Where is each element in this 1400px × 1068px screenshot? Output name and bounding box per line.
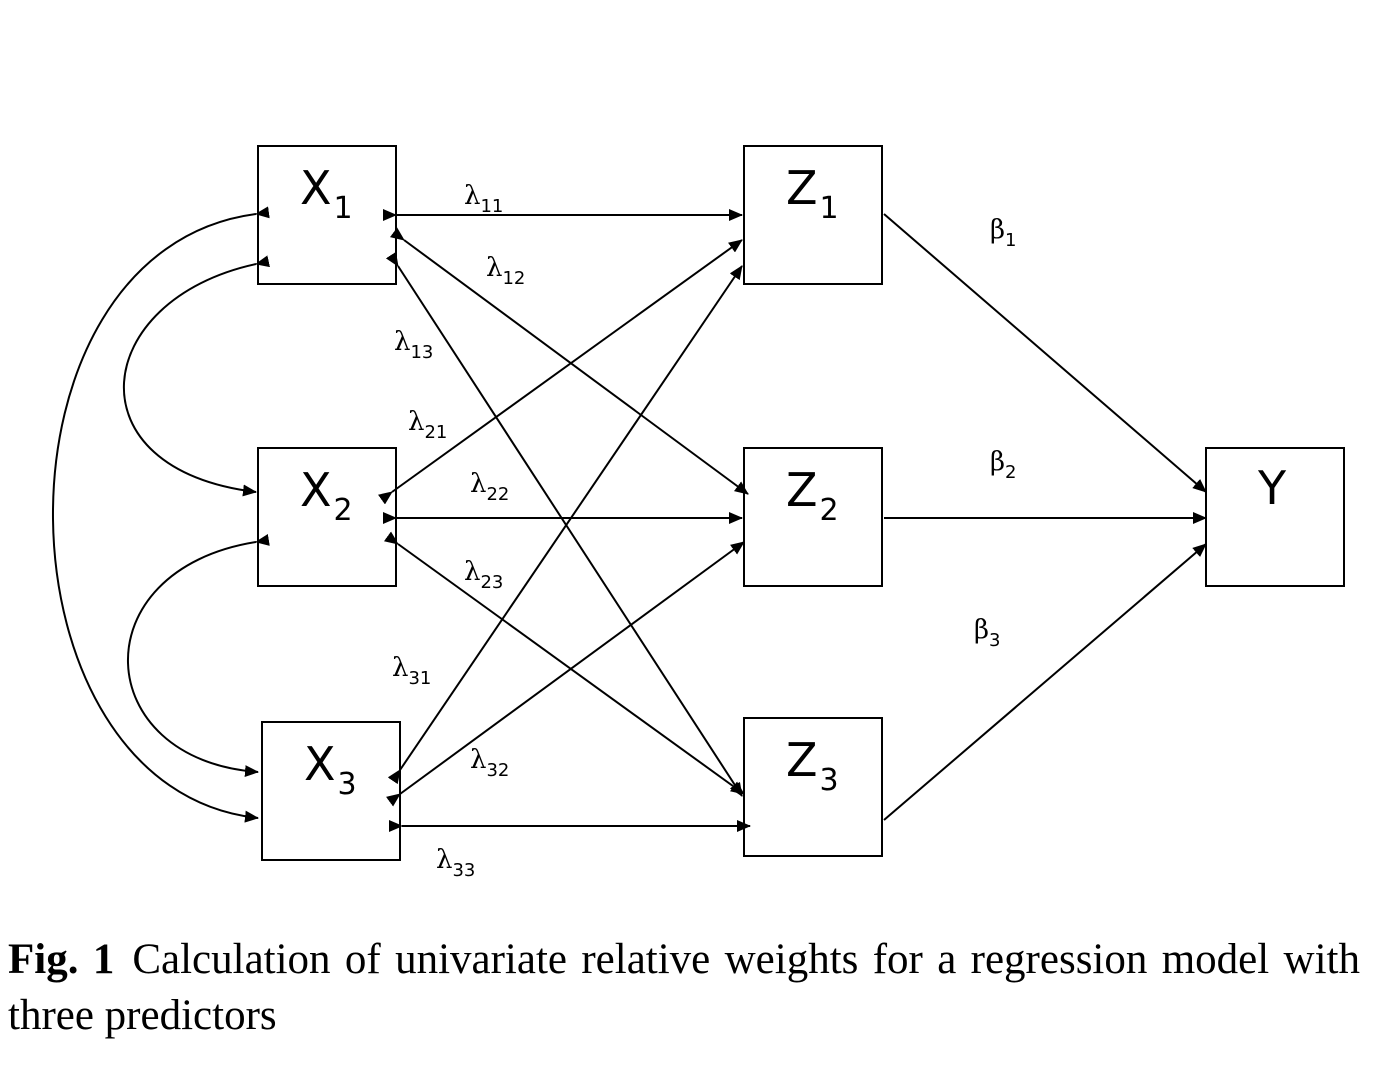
figure-caption-text: Calculation of univariate relative weigh… bbox=[8, 936, 1361, 1039]
path-diagram: X1 X2 X3 Z1 Z2 Z3 Y λ11 λ12 λ13 λ21 λ22 … bbox=[52, 145, 1345, 881]
label-l31: λ31 bbox=[392, 653, 431, 689]
figure-caption-label: Fig. 1 bbox=[8, 936, 115, 983]
x3-label: X3 bbox=[304, 737, 357, 802]
z3-label: Z3 bbox=[786, 733, 839, 798]
label-b2: β2 bbox=[990, 447, 1016, 483]
curve-x1-x3 bbox=[52, 206, 270, 823]
arrow-l13 bbox=[385, 251, 743, 797]
z2-label: Z2 bbox=[786, 463, 839, 528]
label-l21: λ21 bbox=[408, 407, 447, 443]
arrow-l12 bbox=[389, 227, 749, 495]
z2-box bbox=[743, 447, 883, 587]
x2-label: X2 bbox=[300, 463, 353, 528]
x1-label: X1 bbox=[300, 161, 353, 226]
label-l32: λ32 bbox=[470, 745, 509, 781]
figure-caption: Fig. 1 Calculation of univariate relative… bbox=[8, 932, 1360, 1044]
label-l23: λ23 bbox=[464, 557, 503, 593]
arrow-l32 bbox=[385, 541, 745, 807]
curve-x2-x3 bbox=[127, 534, 270, 778]
curve-x1-x2 bbox=[122, 255, 270, 497]
label-l13: λ13 bbox=[394, 327, 433, 363]
label-b1: β1 bbox=[990, 215, 1016, 251]
z1-box bbox=[743, 145, 883, 285]
y-label: Y bbox=[1257, 461, 1287, 515]
z1-label: Z1 bbox=[786, 161, 839, 226]
label-l22: λ22 bbox=[470, 469, 509, 505]
label-b3: β3 bbox=[974, 615, 1000, 651]
arrow-b3 bbox=[883, 543, 1207, 821]
arrow-b1 bbox=[883, 213, 1207, 493]
arrow-l21 bbox=[377, 239, 743, 505]
label-l11: λ11 bbox=[464, 181, 503, 217]
label-l33: λ33 bbox=[436, 845, 475, 881]
label-l12: λ12 bbox=[486, 253, 525, 289]
